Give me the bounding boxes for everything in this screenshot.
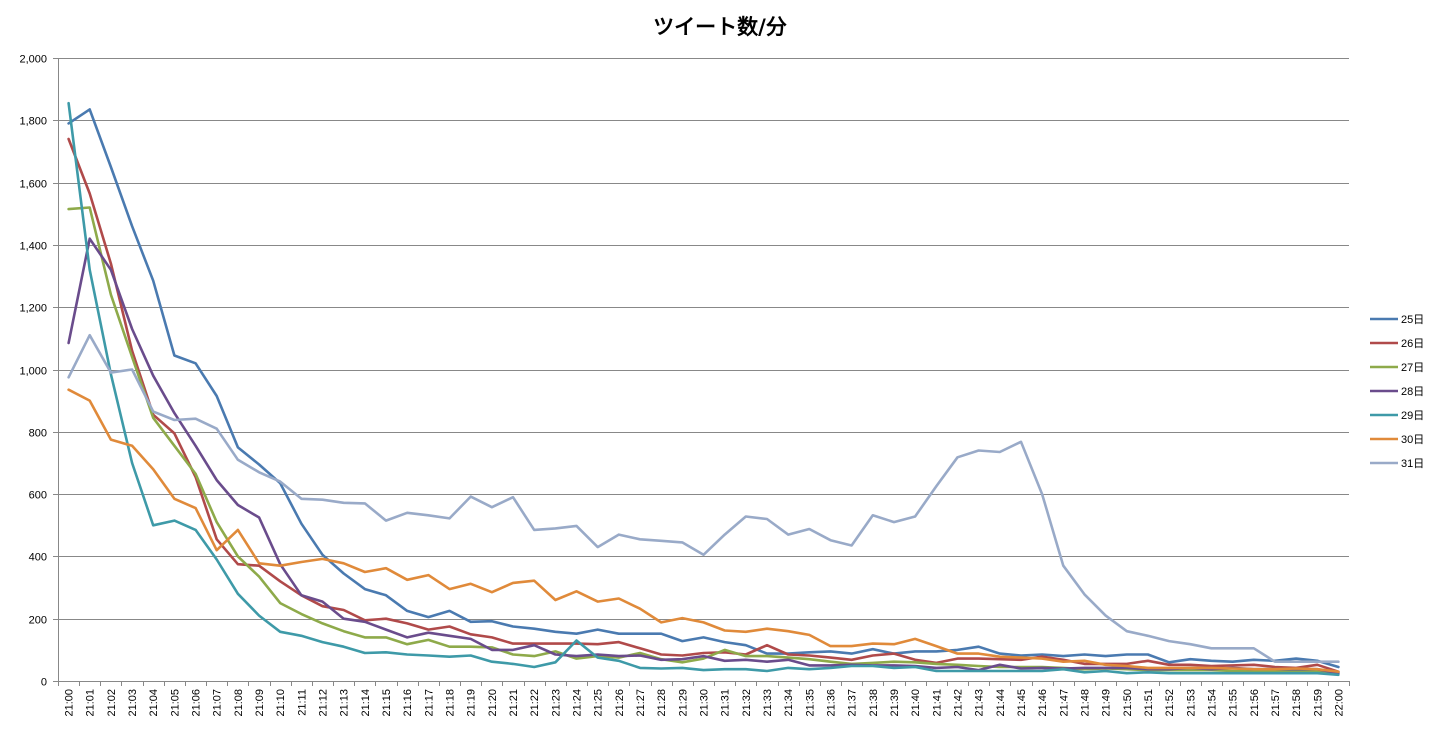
x-tick-label: 21:08	[233, 689, 245, 717]
x-tick-label: 21:50	[1122, 689, 1134, 717]
x-tick-label: 21:31	[720, 689, 732, 717]
x-tick-label: 21:18	[445, 689, 457, 717]
legend: 25日 26日 27日 28日 29日 30日 31日	[1370, 314, 1424, 470]
y-tick-label: 1,800	[19, 116, 47, 128]
x-tick-label: 21:21	[508, 689, 520, 717]
x-tick-label: 21:32	[741, 689, 753, 717]
gridlines	[58, 58, 1349, 620]
x-tick-label: 22:00	[1333, 689, 1345, 717]
x-tick-label: 21:17	[423, 689, 435, 717]
x-tick-label: 21:42	[952, 689, 964, 717]
series-line-2	[67, 137, 1340, 674]
x-tick-label: 21:22	[529, 689, 541, 717]
y-tick-label: 1,400	[19, 241, 47, 253]
legend-label: 25日	[1401, 314, 1424, 326]
x-tick-label: 21:09	[254, 689, 266, 717]
series-line-7	[67, 333, 1340, 664]
x-tick-label: 21:27	[635, 689, 647, 717]
x-tick-label: 21:33	[762, 689, 774, 717]
x-tick-label: 21:52	[1164, 689, 1176, 717]
x-tick-label: 21:07	[212, 689, 224, 717]
legend-label: 26日	[1401, 338, 1424, 350]
legend-label: 29日	[1401, 410, 1424, 422]
series-lines	[67, 101, 1340, 677]
x-tick-label: 21:00	[64, 689, 76, 717]
x-tick-label: 21:58	[1291, 689, 1303, 717]
x-tick-label: 21:26	[614, 689, 626, 717]
x-tick-label: 21:15	[381, 689, 393, 717]
y-tick-label: 200	[29, 615, 47, 627]
x-tick-label: 21:57	[1270, 689, 1282, 717]
chart-title: ツイート数/分	[653, 15, 787, 39]
y-tick-label: 800	[29, 428, 47, 440]
x-tick-label: 21:24	[572, 689, 584, 717]
legend-label: 28日	[1401, 386, 1424, 398]
series-line-5	[67, 101, 1340, 677]
y-tick-label: 0	[41, 677, 47, 689]
y-tick-label: 1,000	[19, 366, 47, 378]
series-line-3	[67, 206, 1340, 674]
legend-label: 27日	[1401, 362, 1424, 374]
x-tick-label: 21:40	[910, 689, 922, 717]
y-tick-label: 2,000	[19, 54, 47, 66]
x-tick-label: 21:20	[487, 689, 499, 717]
x-tick-label: 21:34	[783, 689, 795, 717]
x-tick-label: 21:56	[1249, 689, 1261, 717]
x-tick-label: 21:44	[995, 689, 1007, 717]
series-line-6	[67, 388, 1340, 674]
x-tick-label: 21:03	[127, 689, 139, 717]
x-tick-label: 21:06	[191, 689, 203, 717]
x-tick-label: 21:14	[360, 689, 372, 717]
x-axis-ticks: 21:00 21:01 21:02 21:03 21:04 21:05 21:06 21:07…	[58, 681, 1350, 717]
x-tick-label: 21:36	[825, 689, 837, 717]
x-tick-label: 21:55	[1228, 689, 1240, 717]
x-tick-label: 21:46	[1037, 689, 1049, 717]
x-tick-label: 21:28	[656, 689, 668, 717]
x-tick-label: 21:35	[804, 689, 816, 717]
x-tick-label: 21:12	[318, 689, 330, 717]
x-tick-label: 21:45	[1016, 689, 1028, 717]
x-tick-label: 21:04	[148, 689, 160, 717]
x-tick-label: 21:02	[106, 689, 118, 717]
x-tick-label: 21:39	[889, 689, 901, 717]
x-tick-label: 21:16	[402, 689, 414, 717]
x-tick-label: 21:53	[1185, 689, 1197, 717]
y-axis-ticks: 0 200 400 600 800 1,000 1,200 1,400 1,600 1,800 2,…	[19, 54, 58, 689]
y-tick-label: 1,200	[19, 303, 47, 315]
legend-label: 31日	[1401, 458, 1424, 470]
x-tick-label: 21:41	[931, 689, 943, 717]
x-tick-label: 21:05	[169, 689, 181, 717]
x-tick-label: 21:19	[466, 689, 478, 717]
y-tick-label: 1,600	[19, 179, 47, 191]
x-tick-label: 21:23	[550, 689, 562, 717]
x-tick-label: 21:59	[1312, 689, 1324, 717]
x-tick-label: 21:30	[699, 689, 711, 717]
series-line-4	[67, 237, 1340, 675]
y-tick-label: 400	[29, 552, 47, 564]
x-tick-label: 21:48	[1079, 689, 1091, 717]
x-tick-label: 21:29	[677, 689, 689, 717]
x-tick-label: 21:13	[339, 689, 351, 717]
legend-label: 30日	[1401, 434, 1424, 446]
x-tick-label: 21:49	[1101, 689, 1113, 717]
x-tick-label: 21:51	[1143, 689, 1155, 717]
x-tick-label: 21:01	[85, 689, 97, 717]
y-tick-label: 600	[29, 490, 47, 502]
x-tick-label: 21:11	[296, 689, 308, 716]
x-tick-label: 21:38	[868, 689, 880, 717]
series-line-1	[67, 108, 1340, 669]
x-tick-label: 21:43	[974, 689, 986, 717]
x-tick-label: 21:25	[593, 689, 605, 717]
x-tick-label: 21:10	[275, 689, 287, 717]
x-tick-label: 21:47	[1058, 689, 1070, 717]
x-tick-label: 21:37	[847, 689, 859, 717]
x-tick-label: 21:54	[1206, 689, 1218, 717]
